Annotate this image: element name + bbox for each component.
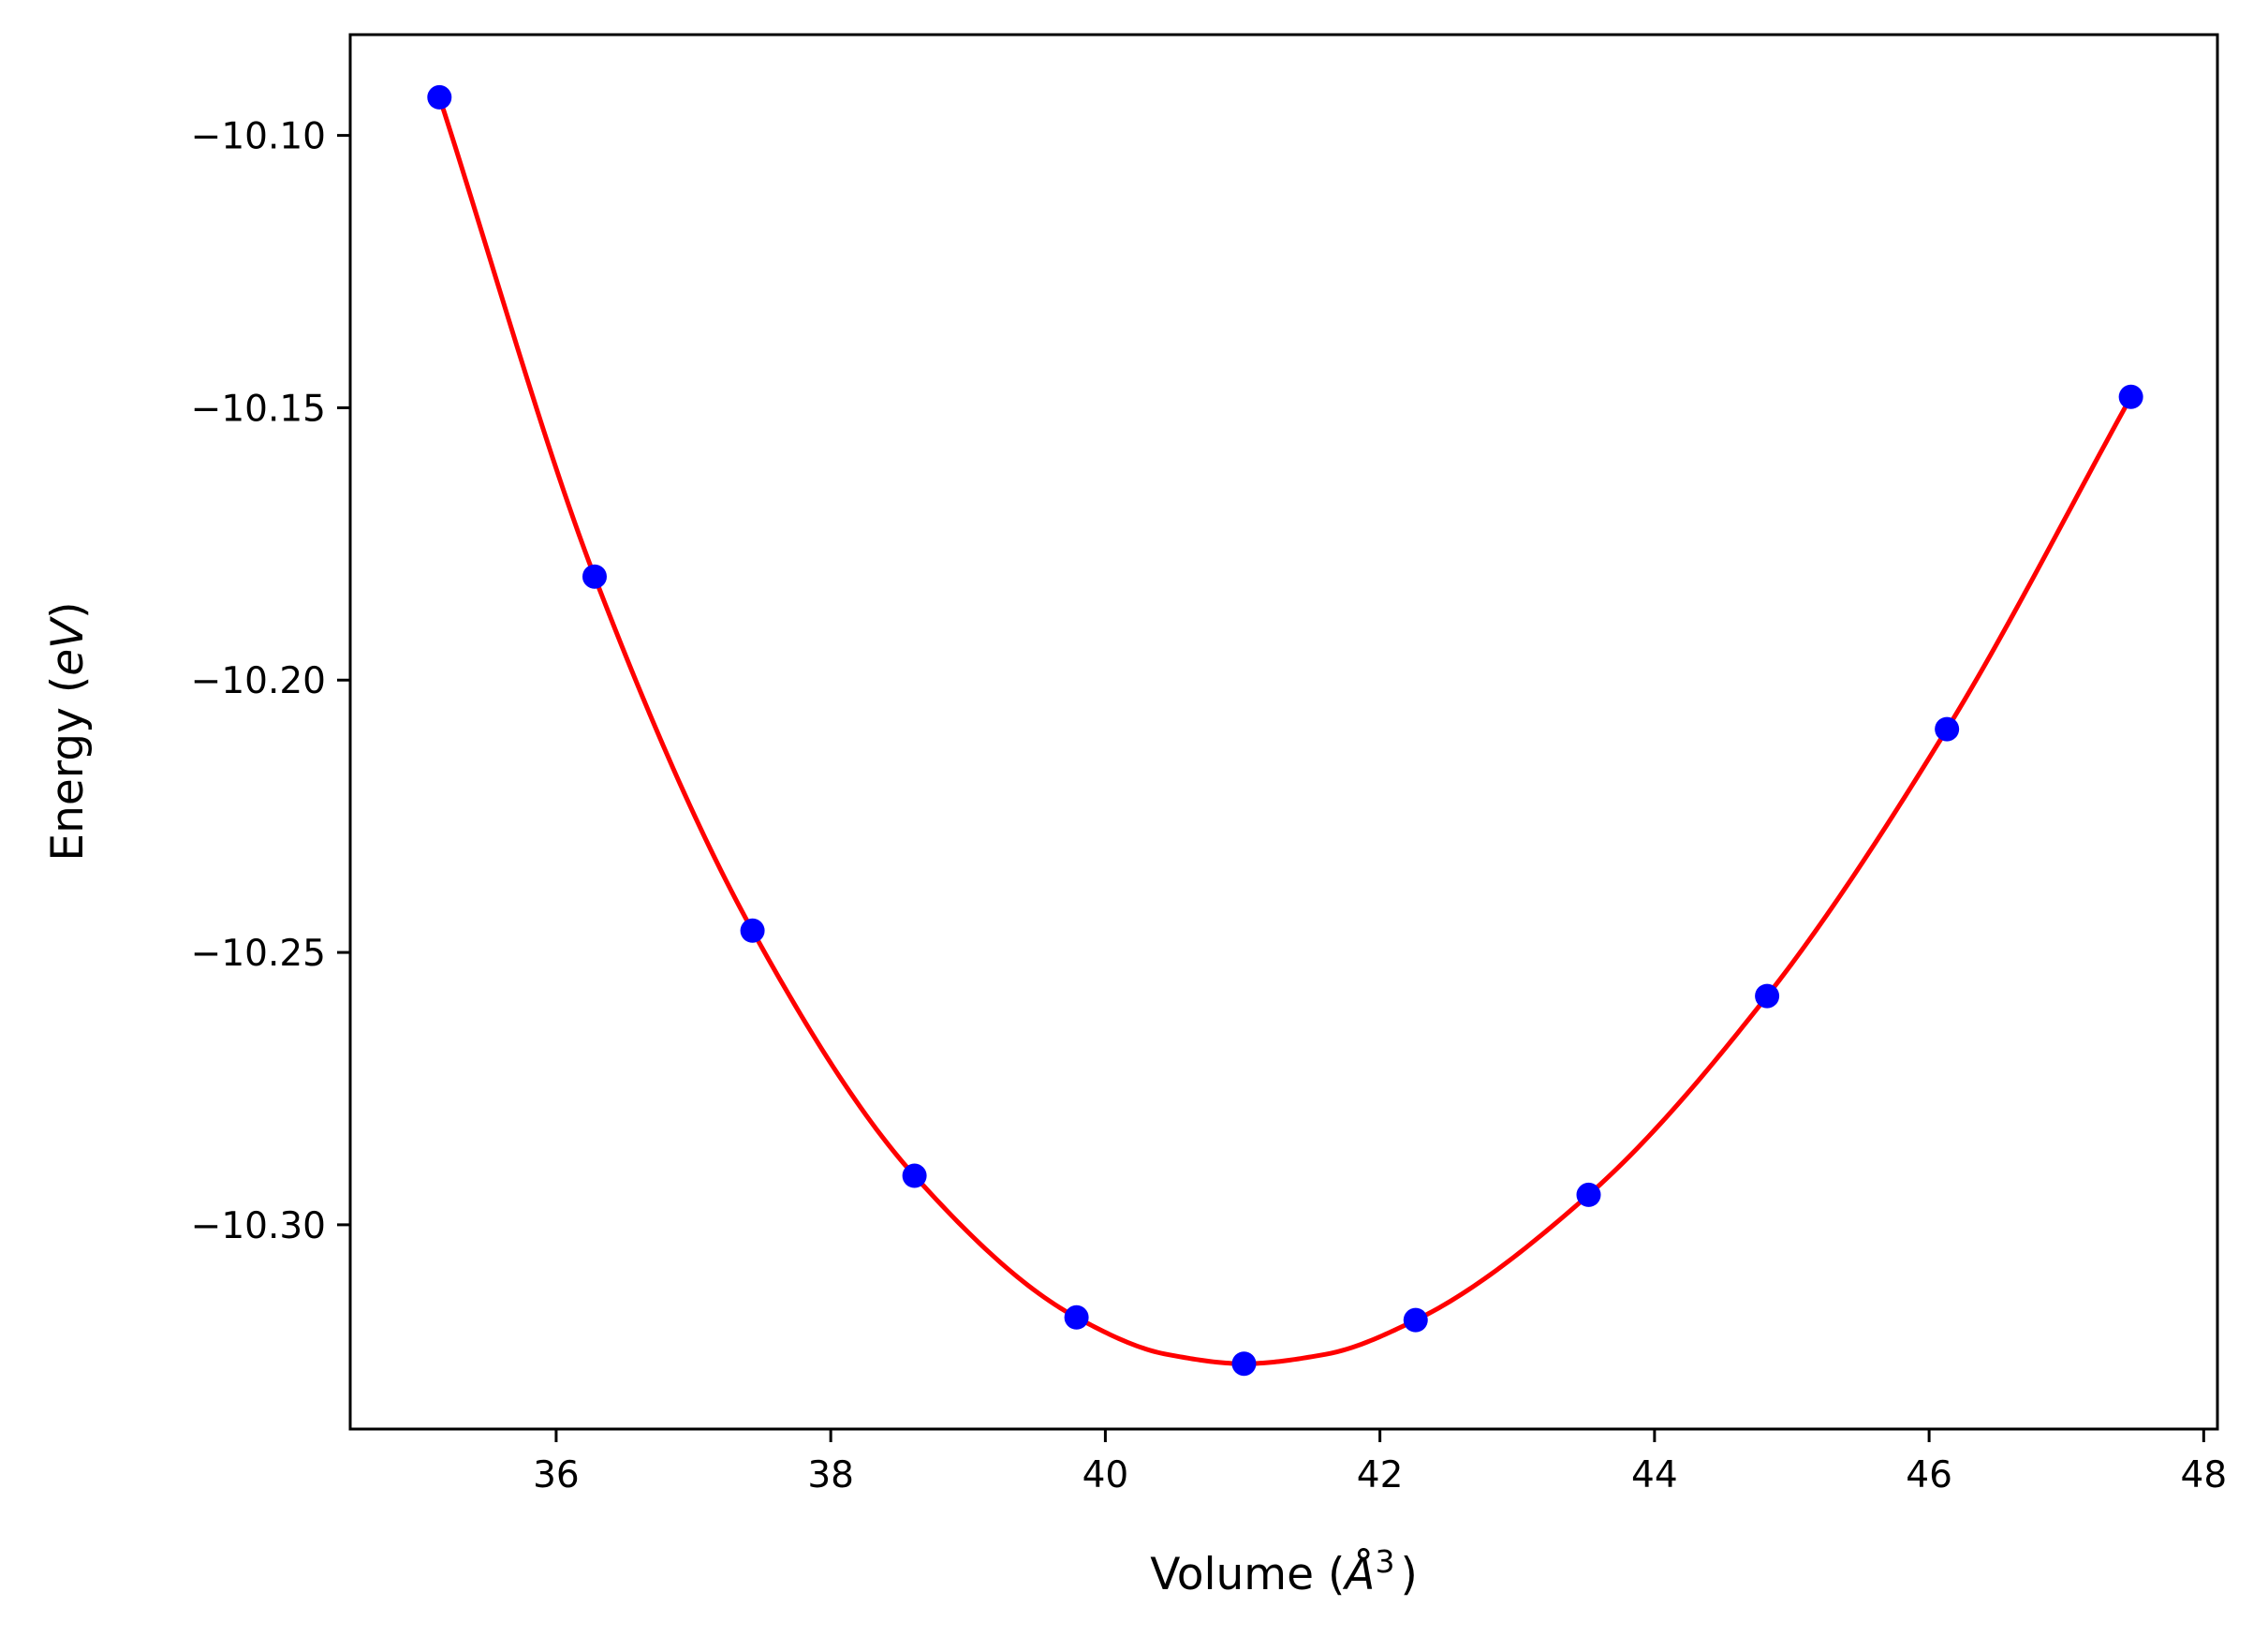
data-points-layer [427, 84, 2143, 1377]
y-axis: −10.10 −10.15 −10.20 −10.25 −10.30 [191, 116, 350, 1247]
x-axis: 36 38 40 42 44 46 48 [533, 1429, 2227, 1496]
y-tick-label: −10.10 [191, 116, 326, 158]
y-tick-label: −10.20 [191, 660, 326, 702]
data-point [902, 1163, 927, 1188]
x-axis-label-prefix: Volume ( [1150, 1549, 1345, 1600]
data-point [1935, 716, 1960, 742]
plot-area [348, 33, 2219, 1431]
plot-frame [348, 33, 2219, 1431]
data-point [2118, 384, 2143, 409]
x-tick-label: 42 [1357, 1454, 1404, 1496]
x-tick-label: 36 [533, 1454, 580, 1496]
data-point [1755, 983, 1780, 1009]
x-axis-label-suffix: ) [1400, 1549, 1417, 1600]
x-tick-label: 44 [1631, 1454, 1678, 1496]
x-tick-label: 46 [1906, 1454, 1952, 1496]
x-tick-label: 40 [1082, 1454, 1129, 1496]
data-point [582, 564, 607, 589]
y-axis-label-unit: eV [42, 616, 94, 676]
x-tick-label: 48 [2181, 1454, 2228, 1496]
x-axis-label: Volume (Å3) [1150, 1543, 1418, 1600]
y-axis-label-prefix: Energy ( [42, 676, 94, 862]
data-point [1231, 1351, 1257, 1377]
data-point [740, 918, 765, 943]
x-tick-label: 38 [807, 1454, 854, 1496]
data-point [1576, 1182, 1601, 1207]
data-point [1064, 1304, 1089, 1330]
y-axis-label: Energy (eV) [42, 601, 94, 861]
data-point [427, 84, 452, 110]
y-tick-label: −10.15 [191, 388, 326, 430]
y-tick-label: −10.25 [191, 933, 326, 975]
data-point [1403, 1307, 1428, 1333]
y-axis-label-suffix: ) [42, 601, 94, 618]
y-tick-label: −10.30 [191, 1205, 326, 1247]
x-axis-label-unit-symbol: Å [1342, 1549, 1375, 1600]
x-axis-label-superscript: 3 [1375, 1543, 1394, 1580]
